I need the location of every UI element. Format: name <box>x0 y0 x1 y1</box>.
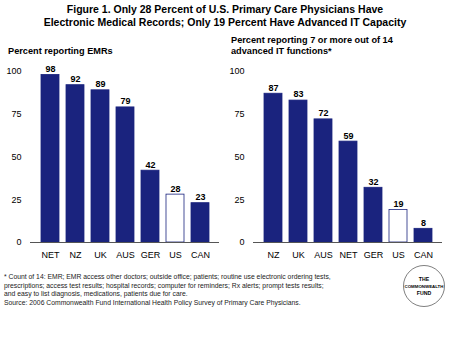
svg-text:UK: UK <box>94 250 107 260</box>
svg-text:AUS: AUS <box>314 250 333 260</box>
svg-text:0: 0 <box>16 237 21 247</box>
svg-text:19: 19 <box>393 199 403 209</box>
svg-text:50: 50 <box>234 152 244 162</box>
svg-text:AUS: AUS <box>116 250 135 260</box>
svg-text:0: 0 <box>239 237 244 247</box>
svg-text:CAN: CAN <box>191 250 210 260</box>
svg-text:87: 87 <box>268 83 278 93</box>
svg-text:8: 8 <box>421 218 426 228</box>
svg-text:75: 75 <box>11 109 21 119</box>
html-text:Percent reporting 7 or more ou: Percent reporting 7 or more out of 14 ad… <box>231 35 393 56</box>
svg-text:98: 98 <box>45 64 55 74</box>
svg-text:NET: NET <box>340 250 359 260</box>
svg-text:COMMONWEALTH: COMMONWEALTH <box>405 284 444 289</box>
svg-text:50: 50 <box>11 152 21 162</box>
svg-text:CAN: CAN <box>414 250 433 260</box>
svg-text:GER: GER <box>141 250 161 260</box>
svg-text:92: 92 <box>70 74 80 84</box>
html-text:Percent reporting EMRs: Percent reporting EMRs <box>8 46 113 56</box>
html-text:* Count of 14: EMR; EMR access: * Count of 14: EMR; EMR access other doc… <box>4 272 331 307</box>
svg-text:23: 23 <box>195 192 205 202</box>
svg-text:42: 42 <box>145 160 155 170</box>
svg-text:US: US <box>169 250 182 260</box>
svg-text:25: 25 <box>11 195 21 205</box>
svg-text:89: 89 <box>95 79 105 89</box>
svg-text:59: 59 <box>343 130 353 140</box>
svg-text:NZ: NZ <box>70 250 82 260</box>
svg-text:US: US <box>392 250 405 260</box>
svg-text:75: 75 <box>234 109 244 119</box>
svg-text:NET: NET <box>42 250 61 260</box>
svg-text:72: 72 <box>318 108 328 118</box>
svg-text:83: 83 <box>293 89 303 99</box>
svg-text:THE: THE <box>419 276 430 282</box>
svg-text:UK: UK <box>292 250 305 260</box>
svg-text:100: 100 <box>229 66 244 76</box>
svg-text:GER: GER <box>364 250 384 260</box>
svg-text:32: 32 <box>368 177 378 187</box>
html-text:Figure 1. Only 28 Percent of U: Figure 1. Only 28 Percent of U.S. Primar… <box>43 3 407 28</box>
svg-text:25: 25 <box>234 195 244 205</box>
svg-text:79: 79 <box>120 96 130 106</box>
svg-text:NZ: NZ <box>268 250 280 260</box>
svg-text:28: 28 <box>170 184 180 194</box>
svg-text:100: 100 <box>6 66 21 76</box>
svg-text:FUND: FUND <box>417 290 432 296</box>
